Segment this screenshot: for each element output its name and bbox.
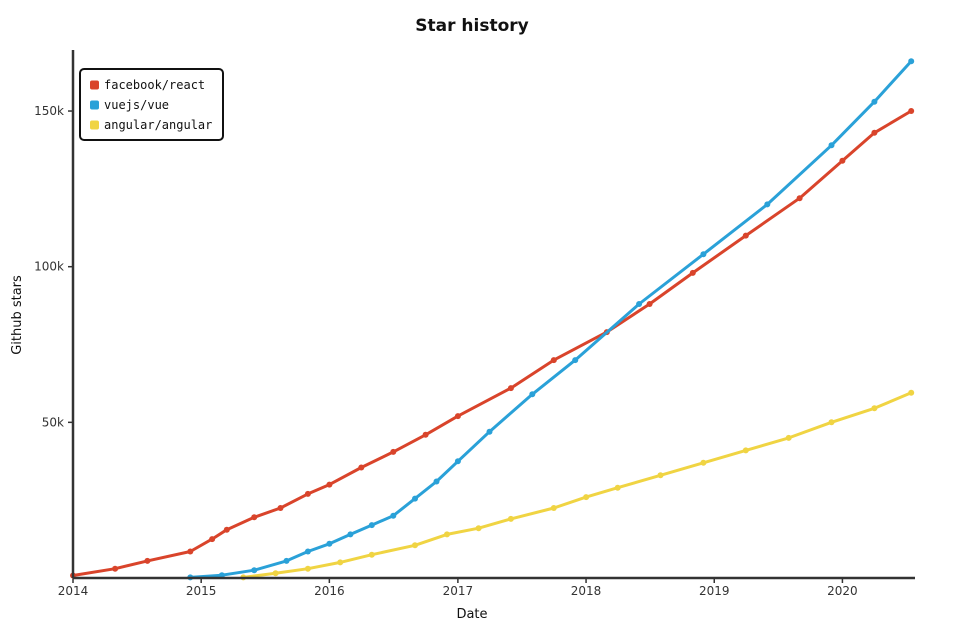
data-point [507,385,514,392]
data-point [529,391,536,398]
legend-swatch [90,80,99,90]
data-point [572,357,579,364]
legend-swatch [90,100,99,110]
y-tick-label: 150k [34,104,64,118]
legend-box [79,68,224,141]
data-point [444,531,450,538]
data-point [742,447,749,454]
data-point [304,565,311,572]
data-point [251,514,258,521]
data-point [277,505,284,511]
legend-label: facebook/react [104,78,205,92]
legend-label: angular/angular [104,118,212,132]
data-point [871,129,878,136]
data-point [223,526,230,533]
data-point [475,525,482,532]
x-tick-label: 2020 [827,584,858,598]
data-point [486,428,493,435]
data-point [871,98,878,105]
data-point [785,434,792,441]
data-point [433,478,440,485]
data-point [828,419,835,426]
data-point [422,431,429,438]
series-line [71,109,913,577]
legend: facebook/react vuejs/vue angular/angular [79,68,224,141]
y-tick-label: 50k [42,415,64,429]
data-point [326,540,333,547]
data-point [507,515,514,522]
data-point [764,201,771,208]
y-tick-label: 100k [34,260,64,274]
data-point [908,58,915,65]
data-point [326,481,333,488]
data-point [700,459,707,466]
data-point [304,548,311,555]
data-point [454,413,461,420]
data-point [368,551,375,558]
series-vuejs-vue [187,58,915,581]
data-point [614,484,621,491]
data-point [251,567,258,574]
data-point [144,557,151,564]
x-tick-label: 2016 [314,584,345,598]
data-point [700,251,707,258]
legend-swatch [90,120,99,130]
data-point [646,301,653,307]
data-point [390,512,397,519]
y-axis-ticks: 50k 100k 150k [34,104,73,429]
data-point [636,301,643,307]
data-point [283,557,290,564]
data-point [742,232,749,239]
data-point [347,531,354,538]
data-point [828,142,835,149]
data-point [337,559,344,566]
data-point [304,490,311,497]
chart-title: Star history [415,16,528,36]
data-point [358,464,365,471]
x-tick-label: 2017 [443,584,474,598]
data-point [272,570,279,577]
series-line [241,391,913,579]
x-axis-label: Date [456,607,487,622]
x-tick-label: 2019 [699,584,730,598]
data-point [368,522,375,529]
data-point [550,505,557,511]
series-facebook-react [70,108,915,579]
data-point [454,458,461,465]
data-point [657,472,664,479]
data-point [218,572,225,579]
data-point [412,495,418,502]
data-point [390,448,397,455]
y-axis-label: Github stars [10,275,25,355]
data-point [583,494,590,501]
x-tick-label: 2018 [571,584,602,598]
data-point [112,565,119,572]
x-axis-ticks: 2014 2015 2016 2017 2018 2019 2020 [58,578,858,598]
data-point [689,269,696,276]
data-point [187,548,194,555]
data-point [871,405,878,412]
data-point [550,357,557,364]
x-tick-label: 2015 [186,584,217,598]
data-point [908,389,915,396]
data-point [839,157,846,164]
data-point [412,542,418,549]
data-point [209,536,216,543]
x-tick-label: 2014 [58,584,89,598]
series-angular-angular [240,389,915,581]
data-point [908,108,915,114]
data-point [796,195,803,202]
legend-label: vuejs/vue [104,98,169,112]
